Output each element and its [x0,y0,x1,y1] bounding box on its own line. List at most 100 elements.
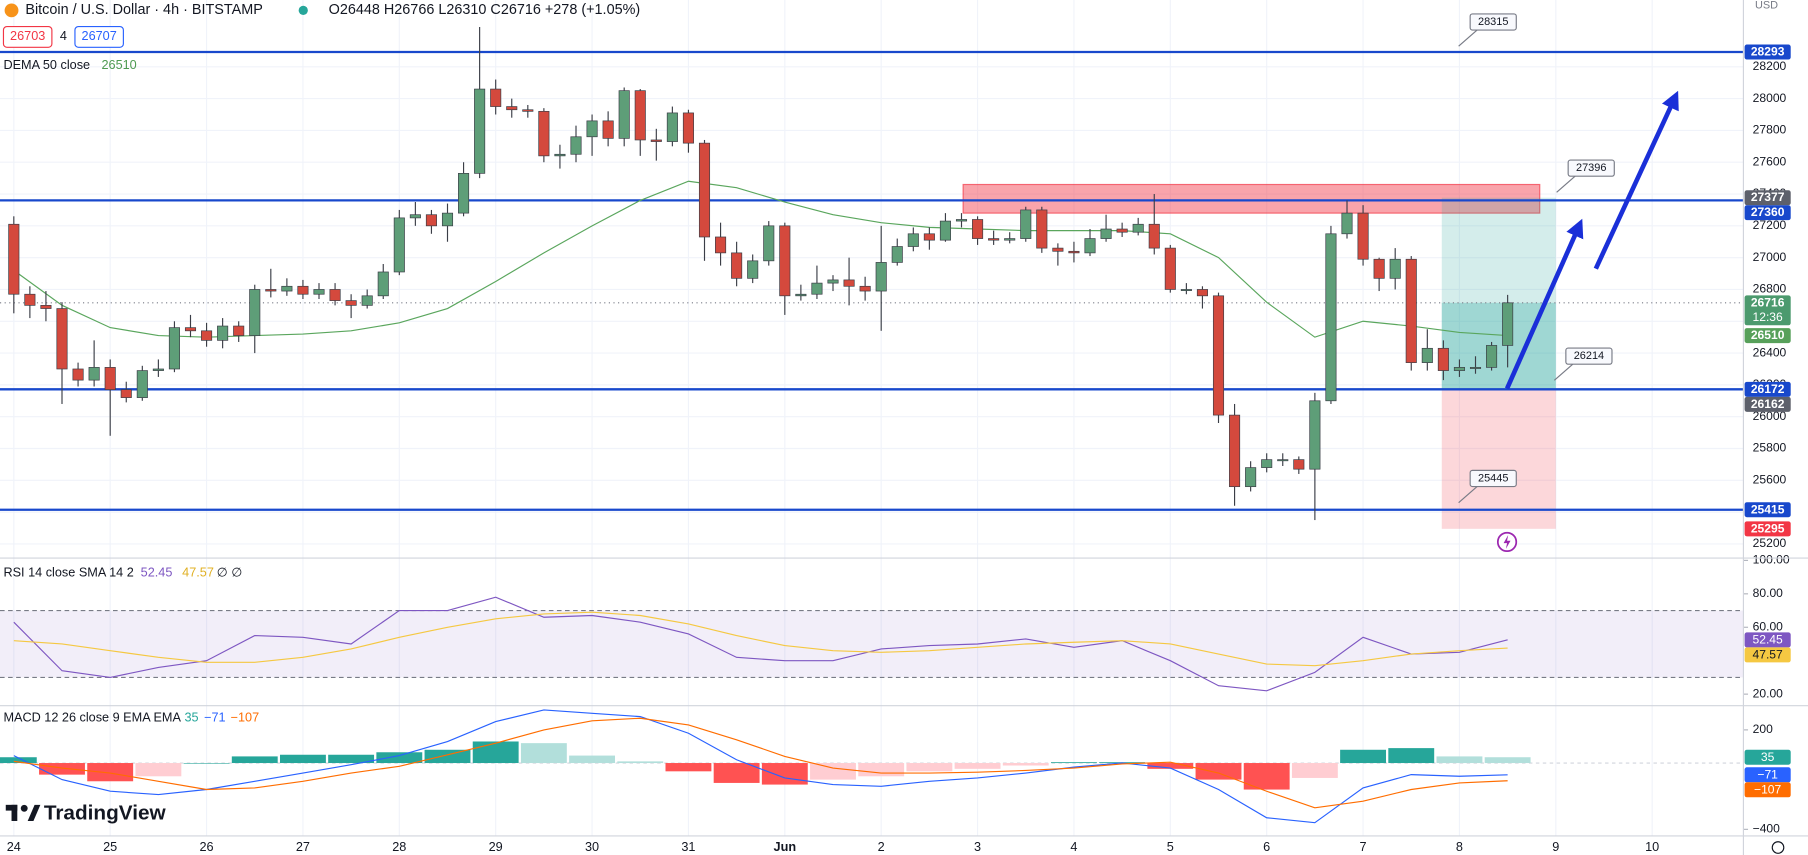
indicator-value: 52.45 [141,565,173,579]
candle-body [490,88,502,107]
arrow [1593,90,1679,270]
candle-body [618,90,630,139]
price-tag-label: 26716 [1751,295,1785,309]
candle-body [1052,247,1064,252]
callout-leader [1556,175,1576,193]
ohlc-values: O26448 H26766 L26310 C26716 +278 (+1.05%… [329,2,641,18]
indicator-value: 47.57 [182,565,214,579]
y-tick-label: 200 [1753,722,1773,736]
price-tag-label: 25295 [1751,521,1785,535]
callout-leader [1458,29,1478,47]
candle-body [152,368,164,371]
candle-body [1357,212,1369,260]
candle-body [634,90,646,141]
x-tick-label: 24 [7,840,21,854]
histogram-bar [1484,757,1531,764]
value-tag-label: 35 [1761,750,1775,764]
indicator-name[interactable]: MACD 12 26 close 9 EMA EMA [3,711,181,725]
candle-body [104,367,116,391]
value-tag-label: 47.57 [1753,647,1784,661]
price-tag-label: 27377 [1751,190,1785,204]
ask-price: 26707 [82,29,117,43]
candle-body [875,262,887,292]
rsi-band [0,610,1744,678]
logo-mark [11,804,18,821]
histogram-bar [569,755,616,764]
candle-body [474,88,486,174]
x-tick-label: 30 [585,840,599,854]
candle-body [1132,223,1144,233]
histogram-bar [135,763,182,777]
candle-body [1036,209,1048,249]
candle-body [827,279,839,284]
callout-box [1567,159,1615,177]
candle-body [201,330,213,341]
callout-label: 25445 [1478,472,1508,484]
candle-body [1341,212,1353,235]
buy-button[interactable] [74,25,124,48]
candle-body [249,289,261,336]
candle-body [40,305,52,309]
candle-body [891,246,903,263]
indicator-name[interactable]: DEMA 50 close [3,58,90,72]
candle-body [393,217,405,273]
x-tick-label: 10 [1645,840,1659,854]
grid-layer: 2520025400256002580026000262002640026600… [0,0,1790,836]
candle-body [939,220,951,241]
candle-body [811,282,823,295]
y-tick-label: 27000 [1753,250,1787,264]
price-tag [1744,328,1791,344]
market-status[interactable] [298,5,308,15]
y-tick-label: 28200 [1753,59,1787,73]
histogram-bar [810,763,856,780]
candle-body [907,233,919,247]
x-tick-label: 28 [392,840,406,854]
macd-line [13,709,1508,824]
candle-body [377,271,389,297]
y-tick-label: 80.00 [1753,586,1784,600]
candle-body [361,295,373,306]
candle-body [1084,238,1096,254]
candle-body [747,260,759,279]
candle-body [8,223,20,295]
x-tick-label: 9 [1552,840,1559,854]
candle-body [570,136,582,155]
candle-body [955,219,968,222]
arrows [1504,90,1679,390]
value-tag [1744,782,1791,798]
symbol-title[interactable]: Bitcoin / U.S. Dollar · 4h · BITSTAMP [25,2,263,18]
logo-mark [20,804,28,812]
price-tag-label: 28293 [1751,45,1785,59]
candle-body [1453,367,1465,371]
histogram-bar [279,754,326,764]
candle-body [650,139,662,142]
sell-button[interactable] [2,25,53,48]
candle-body [972,219,984,239]
y-tick-label: 100.00 [1753,553,1790,567]
y-tick-label: 60.00 [1753,619,1784,633]
candle-body [1212,295,1225,416]
value-tag [1744,647,1791,663]
spread: 4 [60,29,67,43]
candle-body [313,289,325,295]
candle-body [923,233,935,241]
price-tag [1744,205,1791,221]
candle-body [1164,247,1176,290]
x-tick-label: 8 [1456,840,1463,854]
histogram-bar [376,752,423,764]
indicator-value: ∅ ∅ [217,565,243,579]
price-tag [1744,295,1791,326]
histogram-bar [39,763,85,775]
settings-icon[interactable] [1771,841,1785,854]
currency-label: USD [1755,0,1778,12]
histogram-bar [1002,763,1049,766]
indicator-name[interactable]: RSI 14 close SMA 14 2 [3,565,133,579]
resistance-zone [962,183,1541,214]
value-tag-label: −107 [1754,782,1782,796]
x-tick-label: 31 [681,840,695,854]
y-tick-label: 27600 [1753,154,1787,168]
histogram-bar [1340,749,1387,764]
candle-body [1068,250,1080,254]
dema-line [13,180,1508,338]
